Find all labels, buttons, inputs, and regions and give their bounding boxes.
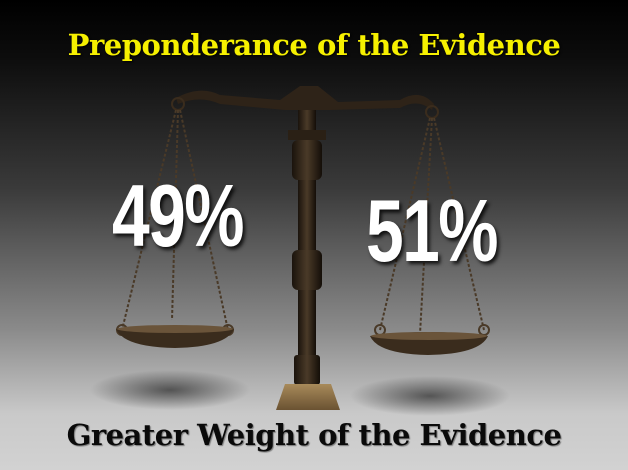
post-knob-lower [292, 250, 322, 290]
post-knob-upper [292, 140, 322, 180]
scale-base [276, 384, 340, 410]
post-collar [288, 130, 326, 140]
right-chains [379, 117, 485, 335]
left-pan-shadow [90, 370, 250, 410]
right-pan-percent: 51% [366, 181, 499, 280]
slide-title: Preponderance of the Evidence [67, 28, 561, 62]
scale-beam [176, 86, 434, 110]
right-pan-shadow [350, 376, 510, 416]
left-chains [121, 109, 229, 331]
post-foot [294, 355, 320, 385]
left-pan-percent: 49% [112, 166, 245, 265]
slide-subtitle: Greater Weight of the Evidence [66, 418, 562, 452]
